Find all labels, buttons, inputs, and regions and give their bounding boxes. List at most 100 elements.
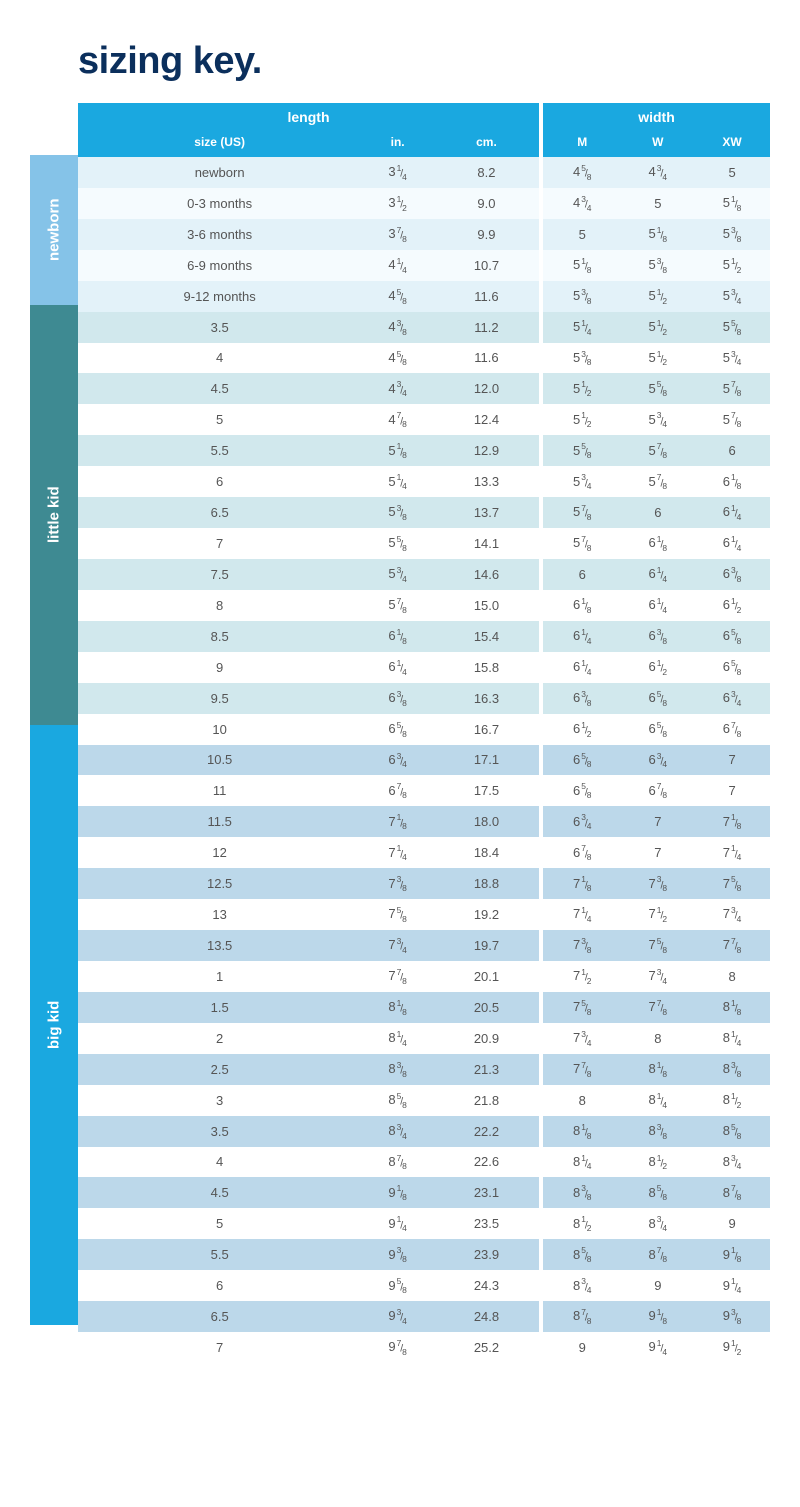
cell-cm: 21.8 <box>434 1085 541 1116</box>
cell-in: 85/8 <box>361 1085 434 1116</box>
cell-w: 61/4 <box>621 559 694 590</box>
cell-in: 31/4 <box>361 157 434 188</box>
cell-w: 73/8 <box>621 868 694 899</box>
cell-in: 65/8 <box>361 714 434 745</box>
table-row: 281/420.973/4881/4 <box>78 1023 770 1054</box>
cell-size: 9 <box>78 652 361 683</box>
table-row: 6.593/424.887/891/893/8 <box>78 1301 770 1332</box>
cell-xw: 77/8 <box>694 930 770 961</box>
cell-cm: 23.1 <box>434 1177 541 1208</box>
cell-w: 57/8 <box>621 466 694 497</box>
table-row: 4.591/823.183/885/887/8 <box>78 1177 770 1208</box>
cell-m: 83/4 <box>541 1270 621 1301</box>
cell-w: 6 <box>621 497 694 528</box>
cell-w: 55/8 <box>621 373 694 404</box>
cell-xw: 61/8 <box>694 466 770 497</box>
cell-cm: 12.0 <box>434 373 541 404</box>
cell-in: 45/8 <box>361 281 434 312</box>
cell-cm: 11.6 <box>434 281 541 312</box>
table-row: 6.553/813.757/8661/4 <box>78 497 770 528</box>
table-row: 547/812.451/253/457/8 <box>78 404 770 435</box>
cell-xw: 67/8 <box>694 714 770 745</box>
cell-m: 51/2 <box>541 373 621 404</box>
cell-m: 71/8 <box>541 868 621 899</box>
cell-in: 51/8 <box>361 435 434 466</box>
cell-xw: 65/8 <box>694 652 770 683</box>
cell-xw: 61/4 <box>694 497 770 528</box>
cell-cm: 24.8 <box>434 1301 541 1332</box>
cell-cm: 10.7 <box>434 250 541 281</box>
cell-xw: 83/8 <box>694 1054 770 1085</box>
cell-w: 43/4 <box>621 157 694 188</box>
cell-in: 43/8 <box>361 312 434 343</box>
table-row: 9.563/816.363/865/863/4 <box>78 683 770 714</box>
cell-in: 55/8 <box>361 528 434 559</box>
cell-w: 57/8 <box>621 435 694 466</box>
cell-in: 53/8 <box>361 497 434 528</box>
header-col-in: in. <box>361 131 434 157</box>
cell-m: 57/8 <box>541 497 621 528</box>
cell-in: 73/4 <box>361 930 434 961</box>
cell-in: 47/8 <box>361 404 434 435</box>
cell-xw: 7 <box>694 775 770 806</box>
cell-m: 43/4 <box>541 188 621 219</box>
cell-in: 71/8 <box>361 806 434 837</box>
cell-w: 61/2 <box>621 652 694 683</box>
cell-w: 65/8 <box>621 683 694 714</box>
section-label-newborn: newborn <box>30 155 78 305</box>
cell-m: 75/8 <box>541 992 621 1023</box>
cell-size: 13 <box>78 899 361 930</box>
cell-cm: 20.1 <box>434 961 541 992</box>
cell-size: 9.5 <box>78 683 361 714</box>
cell-size: 1.5 <box>78 992 361 1023</box>
cell-m: 81/8 <box>541 1116 621 1147</box>
cell-cm: 15.4 <box>434 621 541 652</box>
cell-cm: 11.2 <box>434 312 541 343</box>
cell-w: 53/8 <box>621 250 694 281</box>
cell-m: 73/8 <box>541 930 621 961</box>
cell-w: 83/4 <box>621 1208 694 1239</box>
side-spacer <box>30 103 78 155</box>
table-row: 487/822.681/481/283/4 <box>78 1147 770 1178</box>
cell-m: 45/8 <box>541 157 621 188</box>
cell-cm: 14.6 <box>434 559 541 590</box>
cell-m: 51/8 <box>541 250 621 281</box>
cell-xw: 51/8 <box>694 188 770 219</box>
cell-in: 91/4 <box>361 1208 434 1239</box>
cell-m: 61/4 <box>541 652 621 683</box>
cell-size: 5.5 <box>78 1239 361 1270</box>
cell-w: 53/4 <box>621 404 694 435</box>
cell-xw: 81/2 <box>694 1085 770 1116</box>
cell-xw: 8 <box>694 961 770 992</box>
table-row: 5.551/812.955/857/86 <box>78 435 770 466</box>
cell-size: 3.5 <box>78 312 361 343</box>
table-row: 1167/817.565/867/87 <box>78 775 770 806</box>
cell-w: 61/4 <box>621 590 694 621</box>
cell-w: 51/2 <box>621 281 694 312</box>
cell-cm: 12.4 <box>434 404 541 435</box>
cell-xw: 75/8 <box>694 868 770 899</box>
cell-xw: 71/4 <box>694 837 770 868</box>
cell-size: 8.5 <box>78 621 361 652</box>
cell-xw: 91/8 <box>694 1239 770 1270</box>
table-row: 695/824.383/4991/4 <box>78 1270 770 1301</box>
cell-xw: 87/8 <box>694 1177 770 1208</box>
cell-xw: 57/8 <box>694 404 770 435</box>
cell-xw: 53/8 <box>694 219 770 250</box>
cell-xw: 57/8 <box>694 373 770 404</box>
cell-w: 77/8 <box>621 992 694 1023</box>
cell-size: 4 <box>78 343 361 374</box>
table-row: 1375/819.271/471/273/4 <box>78 899 770 930</box>
cell-size: 4.5 <box>78 1177 361 1208</box>
header-col-xw: XW <box>694 131 770 157</box>
cell-size: 8 <box>78 590 361 621</box>
table-row: 591/423.581/283/49 <box>78 1208 770 1239</box>
cell-cm: 13.7 <box>434 497 541 528</box>
cell-size: 7 <box>78 1332 361 1363</box>
cell-w: 81/2 <box>621 1147 694 1178</box>
cell-w: 51/2 <box>621 343 694 374</box>
cell-m: 61/4 <box>541 621 621 652</box>
cell-in: 67/8 <box>361 775 434 806</box>
cell-size: newborn <box>78 157 361 188</box>
cell-m: 53/8 <box>541 343 621 374</box>
